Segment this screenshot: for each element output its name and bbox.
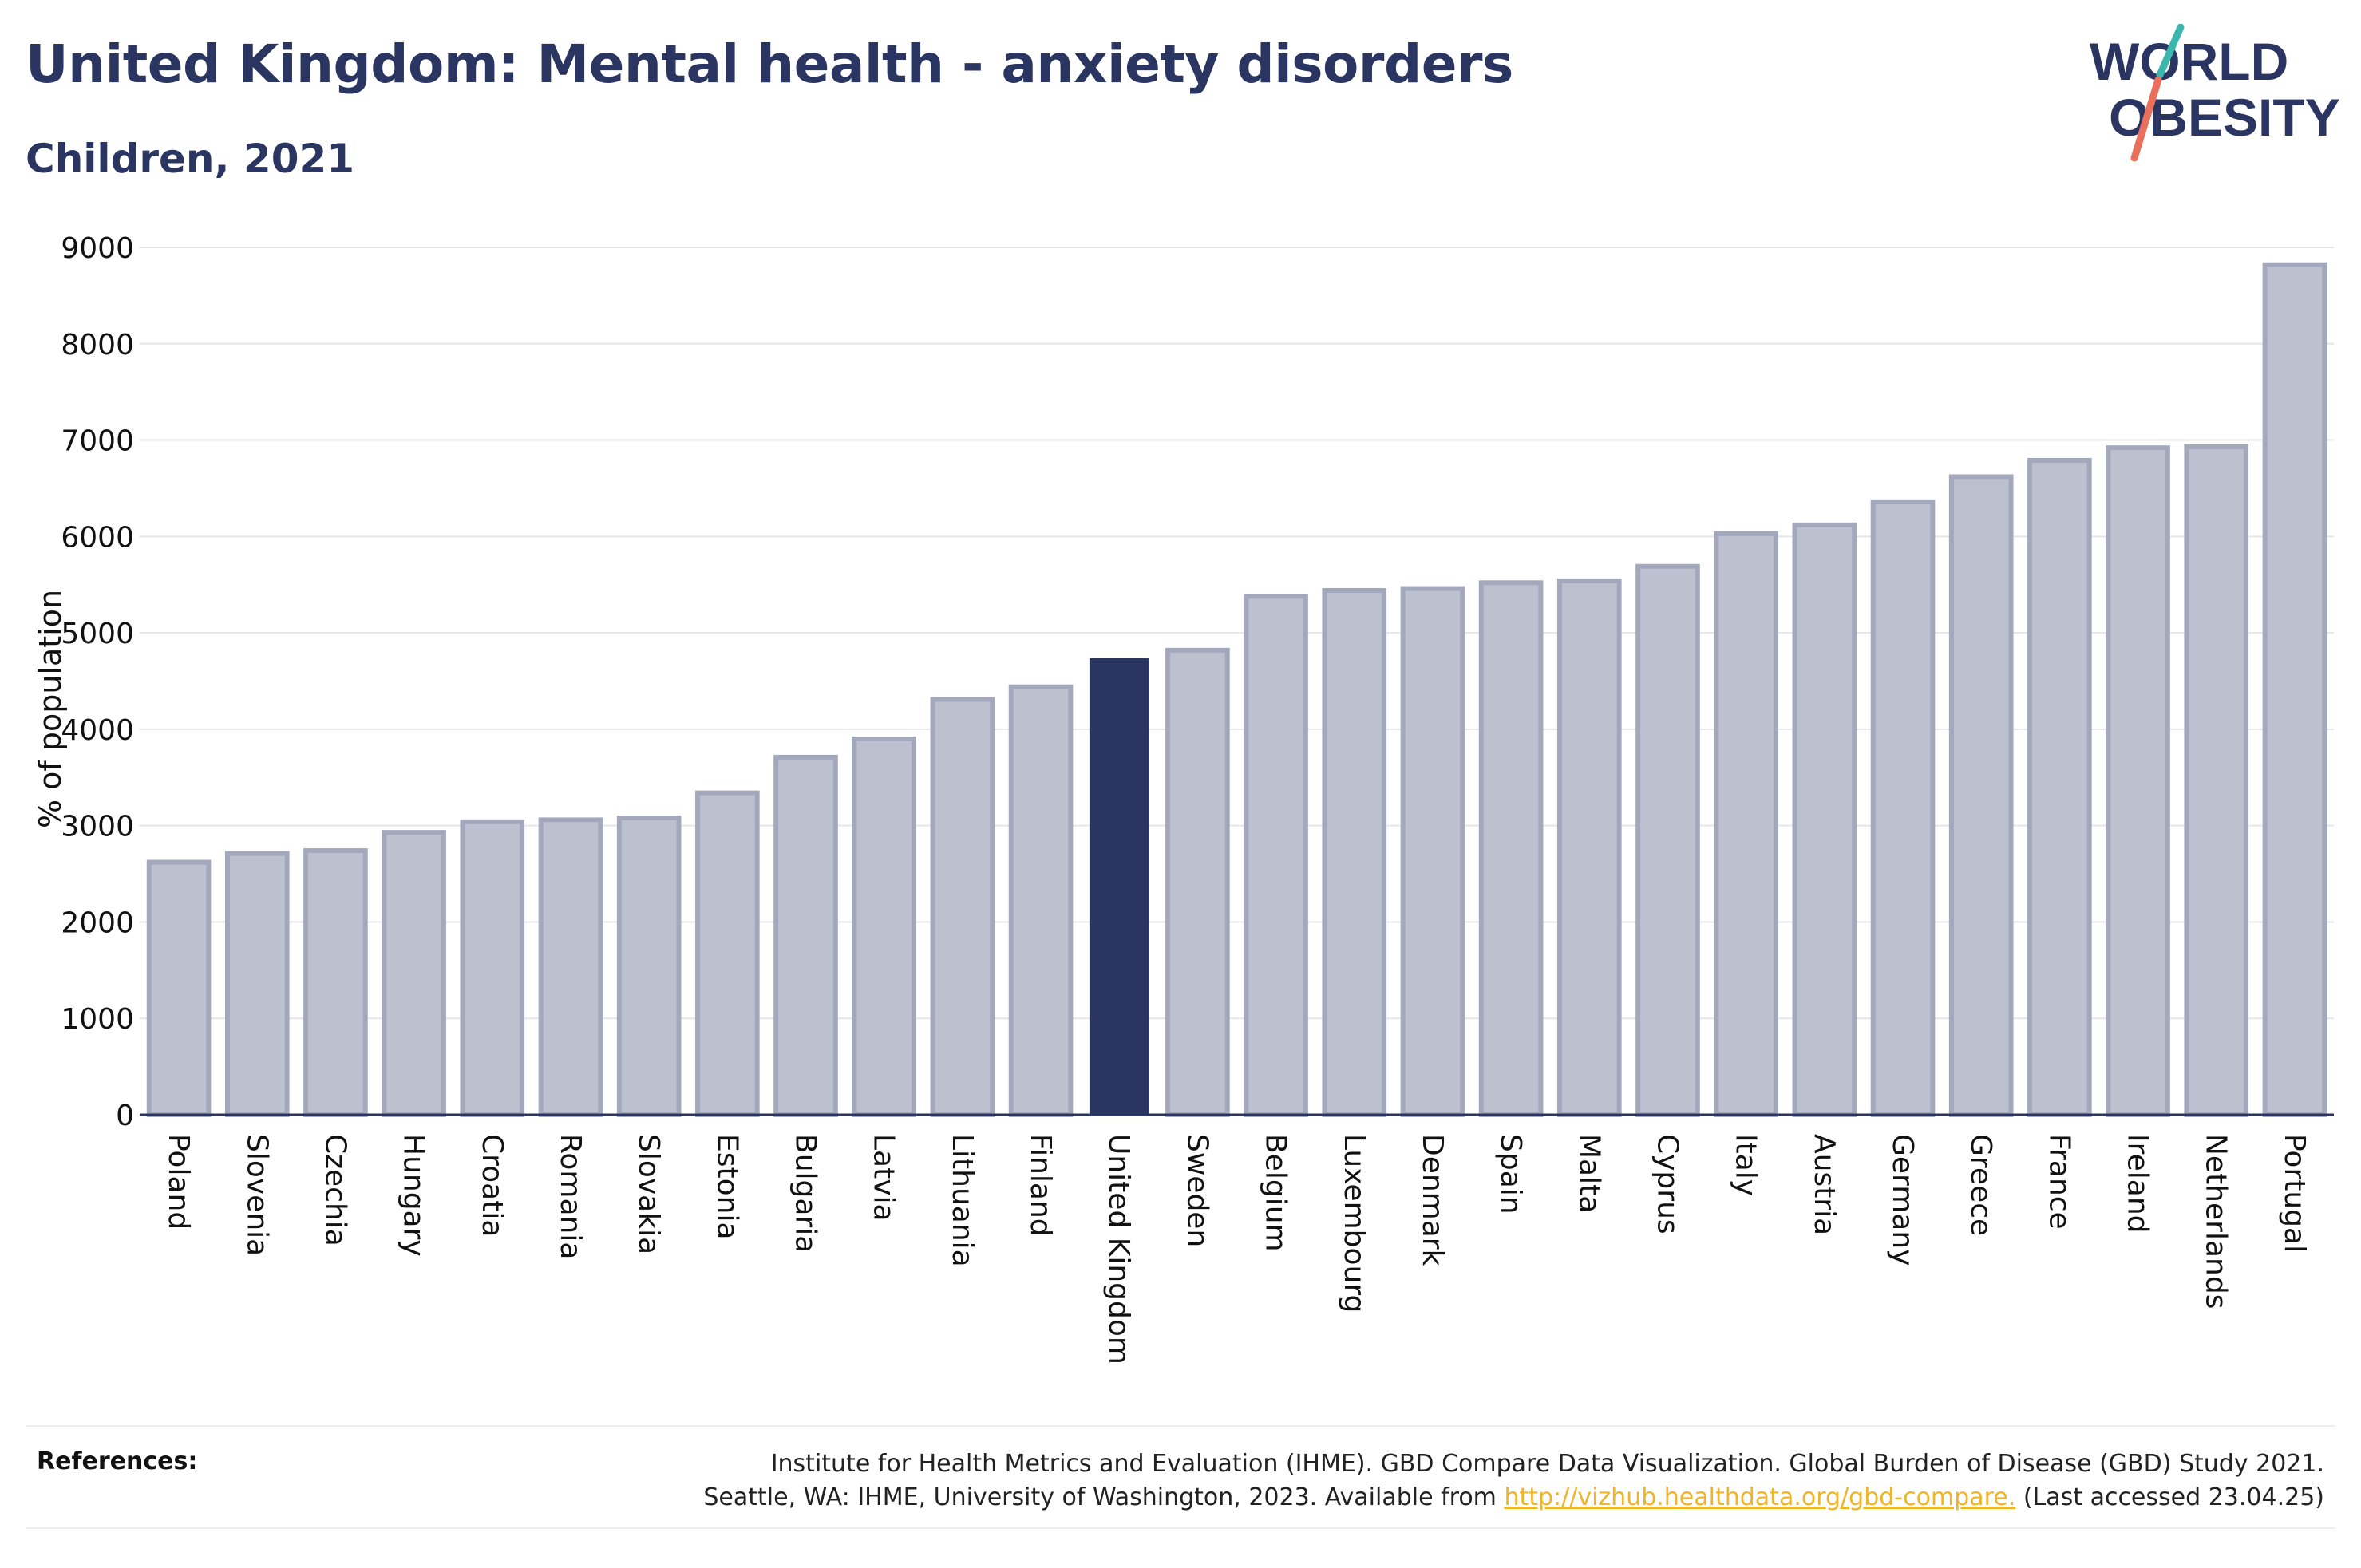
bar-estonia bbox=[695, 790, 760, 1117]
x-tick-label: United Kingdom bbox=[1102, 1134, 1135, 1365]
bar-austria bbox=[1792, 522, 1857, 1117]
x-tick-label: Hungary bbox=[397, 1134, 430, 1257]
world-obesity-logo: WORLD OBESITY bbox=[2090, 24, 2340, 162]
y-tick-label: 9000 bbox=[61, 232, 134, 265]
bar-slovakia bbox=[616, 816, 682, 1117]
bar-sweden bbox=[1165, 647, 1230, 1117]
bar-belgium bbox=[1244, 594, 1308, 1117]
x-tick-label: Bulgaria bbox=[789, 1134, 822, 1253]
x-axis-ticks: Poland Slovenia Czechia Hungary Croatia Roman… bbox=[162, 1134, 2311, 1365]
bar-ireland bbox=[2106, 445, 2170, 1117]
x-tick-label: Netherlands bbox=[2200, 1134, 2232, 1309]
bar-italy bbox=[1714, 531, 1778, 1117]
bar-slovenia bbox=[224, 851, 290, 1118]
bar-united-kingdom bbox=[1089, 658, 1149, 1115]
y-tick-label: 8000 bbox=[61, 329, 134, 361]
x-tick-label: France bbox=[2043, 1134, 2075, 1230]
bar-bulgaria bbox=[773, 754, 838, 1117]
x-tick-label: Finland bbox=[1024, 1134, 1057, 1237]
x-tick-label: Greece bbox=[1964, 1134, 1997, 1236]
bar-denmark bbox=[1400, 586, 1465, 1117]
bar-finland bbox=[1008, 684, 1074, 1117]
chart-title: United Kingdom: Mental health - anxiety … bbox=[26, 34, 1513, 95]
references-line2-suffix: (Last accessed 23.04.25) bbox=[2015, 1483, 2324, 1511]
y-tick-label: 6000 bbox=[61, 521, 134, 554]
bar-czechia bbox=[303, 848, 368, 1117]
y-axis-label: % of population bbox=[33, 590, 68, 828]
y-tick-label: 4000 bbox=[61, 714, 134, 747]
references-link[interactable]: http://vizhub.healthdata.org/gbd-compare… bbox=[1504, 1483, 2016, 1511]
references-line2: Seattle, WA: IHME, University of Washing… bbox=[703, 1481, 2324, 1515]
y-tick-label: 0 bbox=[116, 1100, 134, 1132]
x-tick-label: Austria bbox=[1808, 1134, 1841, 1235]
bar-luxembourg bbox=[1322, 587, 1387, 1117]
bar-cyprus bbox=[1635, 563, 1700, 1117]
x-tick-label: Ireland bbox=[2122, 1134, 2154, 1234]
y-tick-label: 5000 bbox=[61, 618, 134, 650]
bar-hungary bbox=[382, 830, 446, 1117]
x-tick-label: Slovakia bbox=[632, 1134, 665, 1254]
x-tick-label: Latvia bbox=[868, 1134, 900, 1222]
x-tick-label: Denmark bbox=[1416, 1134, 1449, 1266]
logo-slash-teal bbox=[2156, 24, 2185, 79]
x-tick-label: Portugal bbox=[2278, 1134, 2311, 1253]
bar-greece bbox=[1948, 474, 2014, 1117]
x-tick-label: Germany bbox=[1886, 1134, 1919, 1266]
x-tick-label: Slovenia bbox=[240, 1134, 273, 1256]
x-tick-label: Cyprus bbox=[1651, 1134, 1683, 1234]
x-tick-label: Malta bbox=[1572, 1134, 1605, 1213]
bar-latvia bbox=[852, 736, 917, 1117]
x-tick-label: Spain bbox=[1494, 1134, 1527, 1215]
x-tick-label: Romania bbox=[554, 1134, 587, 1259]
y-tick-label: 3000 bbox=[61, 811, 134, 843]
x-tick-label: Estonia bbox=[710, 1134, 743, 1240]
bar-croatia bbox=[460, 819, 525, 1118]
x-tick-label: Poland bbox=[162, 1134, 195, 1230]
x-tick-label: Italy bbox=[1730, 1134, 1762, 1196]
bars bbox=[146, 262, 2327, 1118]
y-tick-label: 2000 bbox=[61, 906, 134, 939]
x-tick-label: Belgium bbox=[1260, 1134, 1292, 1252]
bar-germany bbox=[1870, 499, 1936, 1117]
x-tick-label: Czechia bbox=[318, 1134, 351, 1246]
bar-france bbox=[2027, 457, 2092, 1117]
x-tick-label: Luxembourg bbox=[1338, 1134, 1370, 1313]
references-line1: Institute for Health Metrics and Evaluat… bbox=[770, 1450, 2324, 1478]
references-label: References: bbox=[37, 1448, 198, 1475]
y-tick-label: 1000 bbox=[61, 1003, 134, 1036]
y-axis-ticks: 0 1000 2000 3000 4000 5000 6000 7000 8000 9000 bbox=[61, 232, 134, 1132]
bar-poland bbox=[146, 859, 212, 1118]
bar-netherlands bbox=[2184, 444, 2249, 1117]
bar-chart: 0 1000 2000 3000 4000 5000 6000 7000 8000 9000 Po… bbox=[33, 232, 2334, 1365]
y-tick-label: 7000 bbox=[61, 425, 134, 458]
x-tick-label: Croatia bbox=[476, 1134, 508, 1237]
x-tick-label: Sweden bbox=[1180, 1134, 1213, 1247]
x-tick-label: Lithuania bbox=[946, 1134, 979, 1267]
bar-portugal bbox=[2262, 262, 2327, 1117]
references-section: References: Institute for Health Metrics… bbox=[26, 1425, 2335, 1529]
bar-spain bbox=[1478, 580, 1544, 1117]
chart-subtitle: Children, 2021 bbox=[26, 136, 355, 182]
bar-lithuania bbox=[930, 697, 995, 1117]
bar-romania bbox=[538, 817, 603, 1118]
references-text: Institute for Health Metrics and Evaluat… bbox=[703, 1448, 2324, 1515]
bar-malta bbox=[1556, 578, 1622, 1117]
logo-slash-coral bbox=[2130, 76, 2162, 162]
references-line2-prefix: Seattle, WA: IHME, University of Washing… bbox=[703, 1483, 1505, 1511]
logo-text-world: WORLD bbox=[2090, 32, 2288, 91]
